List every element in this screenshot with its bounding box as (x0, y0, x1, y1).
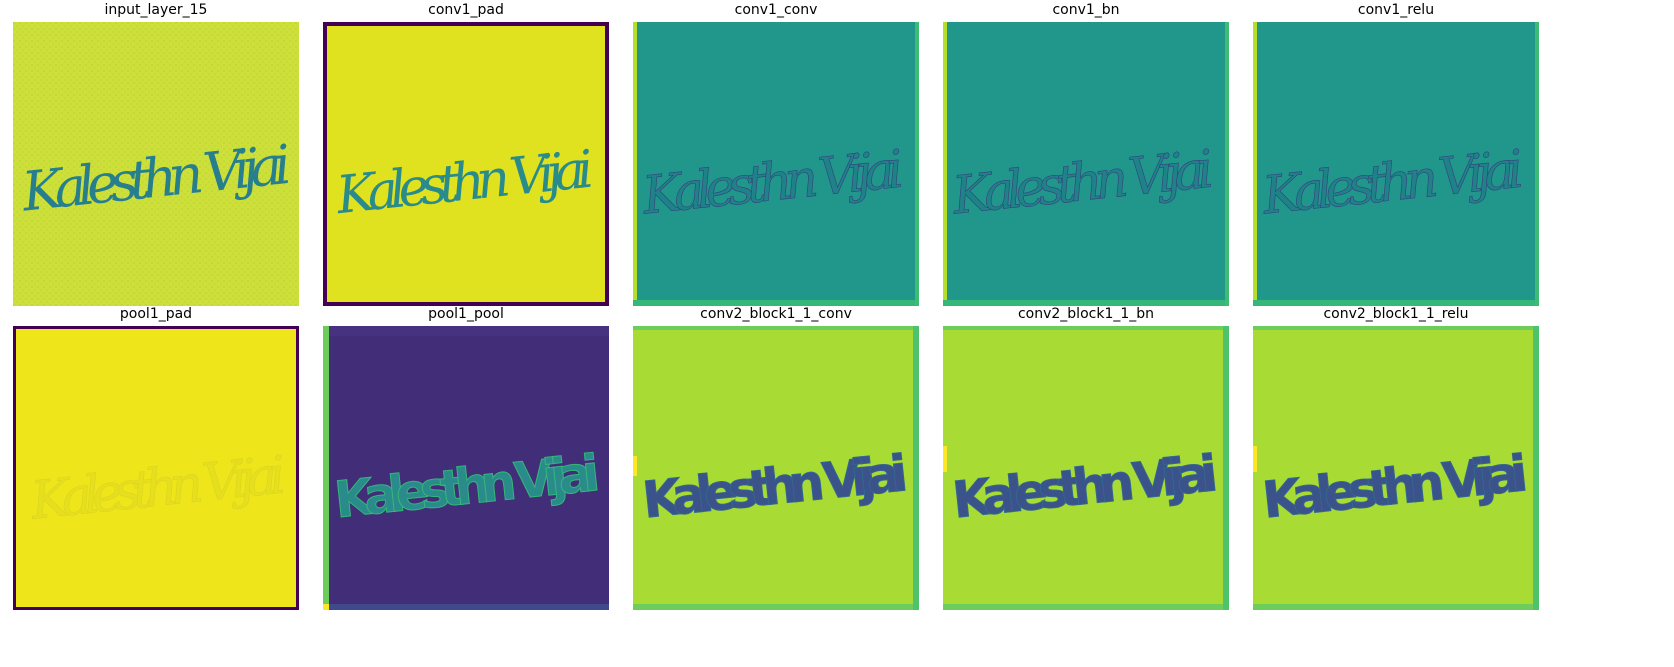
panel-title: conv1_bn (1052, 2, 1120, 18)
panel-title: conv2_block1_1_relu (1323, 306, 1469, 322)
feature-map-image: Kalesthn Vijai (13, 22, 299, 306)
panel-title: pool1_pad (119, 306, 193, 322)
feature-map-image: Kalesthn Vijai (1253, 326, 1539, 610)
feature-map-image: Kalesthn Vijai (13, 326, 299, 610)
feature-map-image: Kalesthn Vijai (633, 326, 919, 610)
feature-map-image: Kalesthn Vijai (323, 326, 609, 610)
feature-map-image: Kalesthn Vijai (943, 22, 1229, 306)
feature-map-image: Kalesthn Vijai (943, 326, 1229, 610)
feature-map-image: Kalesthn Vijai (323, 22, 609, 306)
panel-title: input_layer_15 (104, 2, 208, 18)
panel-title: conv1_conv (734, 2, 818, 18)
panel-title: conv1_pad (428, 2, 504, 18)
panel-title: conv2_block1_1_conv (700, 306, 852, 322)
feature-map-image: Kalesthn Vijai (1253, 22, 1539, 306)
feature-map-image: Kalesthn Vijai (633, 22, 919, 306)
panel-title: conv2_block1_1_bn (1017, 306, 1155, 322)
panel-title: pool1_pool (428, 306, 504, 322)
panel-title: conv1_relu (1357, 2, 1435, 18)
